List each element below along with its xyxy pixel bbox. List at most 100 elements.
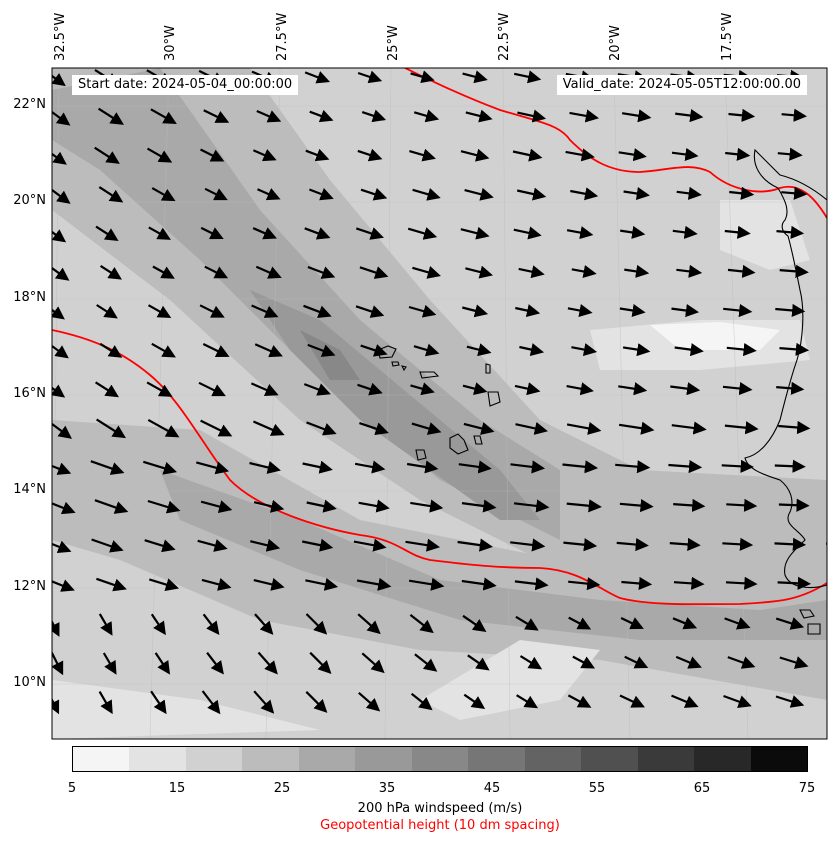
wind-arrow [254,613,274,635]
wind-arrow [515,421,548,435]
wind-arrow [98,107,124,125]
wind-arrow [618,382,648,396]
longitude-label: 27.5°W [275,12,290,61]
colorbar-tick: 35 [378,781,396,796]
wind-arrow [619,303,646,318]
wind-arrow [249,461,281,474]
wind-arrow [519,655,543,670]
wind-arrow [562,460,599,474]
longitude-label: 30°W [163,25,178,61]
longitude-label: 25°W [386,25,401,61]
wind-arrow [622,343,651,357]
wind-arrow [570,187,599,201]
longitude-label: 32.5°W [53,12,68,61]
geopotential-contours [52,68,827,606]
wind-arrow [253,690,275,714]
wind-arrow [671,303,700,318]
wind-arrow [309,187,334,201]
wind-arrow [781,186,808,200]
wind-arrow [359,422,389,436]
wind-arrow [778,420,811,435]
wind-arrow [671,421,707,435]
wind-arrow [833,348,837,349]
wind-arrow [200,419,233,437]
wind-arrow [727,264,756,278]
wind-arrow [52,110,71,126]
wind-arrow [252,149,277,162]
wind-arrow [463,693,486,710]
wind-arrow [566,382,594,396]
wind-arrow [154,652,171,675]
wind-arrow [672,225,698,239]
colorbar-segment [355,747,412,771]
colorbar-tick: 45 [483,781,501,796]
wind-arrow [515,304,541,318]
wind-arrow [571,265,597,278]
colorbar-segment [298,747,356,771]
wind-arrow [200,500,233,513]
wind-arrow [518,265,545,279]
wind-arrow [828,619,837,625]
wind-arrow [775,617,805,630]
colorbar-segment [185,747,243,771]
wind-arrow [257,651,278,675]
wind-arrow [516,694,539,709]
wind-arrow [250,538,281,552]
wind-arrow [619,694,645,708]
wind-arrow [674,343,704,357]
wind-arrow [52,652,64,676]
wind-arrow [413,109,440,123]
wind-arrow [412,266,441,279]
wind-arrow [150,108,177,124]
wind-arrow [361,109,387,123]
wind-arrow [563,538,598,552]
wind-arrow [199,304,225,318]
colorbar-segment [411,747,469,771]
wind-arrow [624,264,650,278]
wind-arrow [305,577,339,591]
wind-arrow [723,694,752,708]
wind-arrow [353,538,387,552]
wind-arrow [357,70,383,84]
colorbar-segment [129,747,186,771]
wind-arrow [307,343,336,357]
wind-arrow [52,619,60,637]
wind-arrow [721,459,754,473]
wind-arrow [726,342,757,357]
wind-arrow [829,583,837,584]
wind-arrow [722,537,754,551]
africa-coastline [744,148,827,589]
wind-arrow [467,654,490,671]
start-date-label: Start date: 2024-05-04_00:00:00 [72,75,299,95]
wind-arrow [724,225,751,239]
wind-arrow [725,576,758,590]
colorbar-tick: 65 [693,781,711,796]
wind-arrow [306,421,337,436]
wind-arrow [252,227,277,240]
colorbar-tick: 75 [798,781,816,796]
wind-arrow [197,539,228,552]
wind-arrow [461,577,497,591]
wind-arrow [725,147,751,161]
wind-arrow [673,576,705,590]
wind-arrow [257,188,281,201]
wind-arrow [302,460,333,474]
wind-arrow [96,304,118,319]
wind-arrow [412,188,441,201]
wind-arrow [462,382,488,396]
wind-arrow [150,613,166,636]
wind-arrow [568,616,592,630]
wind-arrow [256,109,282,123]
wind-arrow [513,70,542,84]
wind-arrow [828,309,837,310]
wind-arrow [411,422,442,435]
coastline [377,148,827,635]
wind-arrow [728,108,756,122]
wind-arrow [620,225,646,239]
wind-arrow [673,498,706,513]
geopotential-contour-north [404,68,827,219]
wind-arrow [781,108,807,122]
wind-arrow [90,460,125,475]
latitude-label: 12°N [13,579,46,594]
colorbar-sublabel: Geopotential height (10 dm spacing) [320,818,560,833]
